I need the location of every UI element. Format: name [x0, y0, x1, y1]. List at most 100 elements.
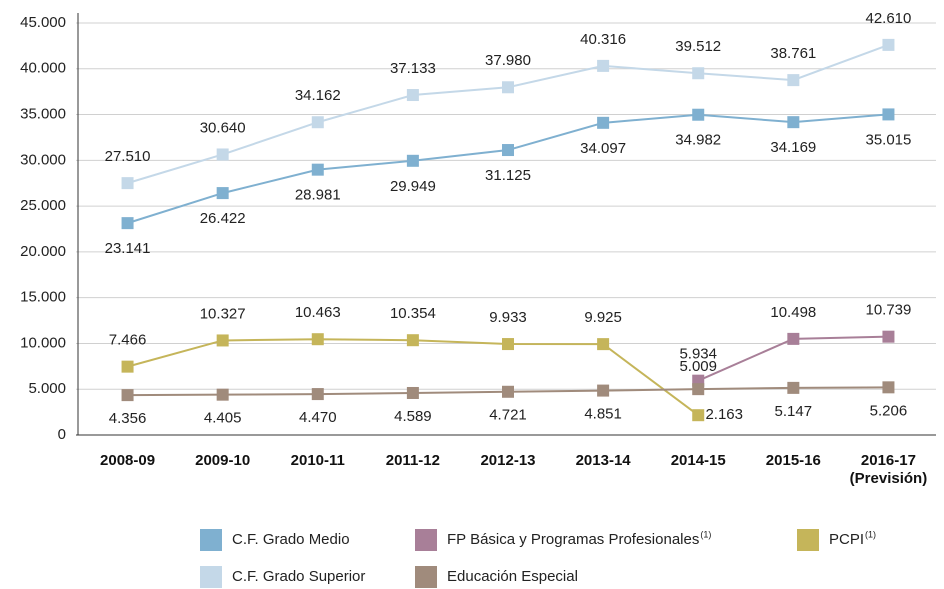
data-label: 2.163	[705, 406, 743, 423]
point	[216, 148, 229, 161]
data-label: 29.949	[390, 178, 436, 195]
point	[882, 381, 895, 394]
x-tick-label: 2015-16	[765, 452, 821, 469]
point	[311, 333, 324, 346]
point	[121, 389, 134, 402]
point	[692, 383, 705, 396]
legend-swatch	[200, 529, 222, 551]
legend-swatch	[200, 566, 222, 588]
point	[692, 108, 705, 121]
data-label: 37.133	[390, 60, 436, 77]
point	[121, 217, 134, 230]
data-label: 31.125	[485, 167, 531, 184]
point	[406, 154, 419, 167]
x-tick-label: 2010-11	[290, 452, 345, 469]
point	[406, 386, 419, 399]
data-label: 10.463	[295, 304, 341, 321]
y-tick-label: 5.000	[28, 380, 66, 397]
x-tick-label: 2012-13	[480, 452, 536, 469]
data-label: 10.498	[770, 304, 816, 321]
point	[121, 360, 134, 373]
point	[502, 338, 514, 351]
point	[597, 116, 610, 129]
x-tick-label: 2014-15	[670, 452, 726, 469]
legend-swatch	[797, 529, 819, 551]
series-line	[127, 338, 699, 416]
point	[406, 89, 419, 102]
data-label: 39.512	[675, 38, 721, 55]
legend-swatch	[415, 529, 437, 551]
y-tick-label: 45.000	[20, 14, 66, 31]
data-label: 37.980	[485, 52, 531, 69]
data-label: 42.610	[865, 10, 911, 27]
data-label: 4.589	[394, 408, 432, 425]
data-label: 40.316	[580, 31, 626, 48]
point	[882, 108, 895, 121]
y-tick-label: 15.000	[20, 289, 66, 306]
y-tick-label: 40.000	[20, 60, 66, 77]
point	[882, 38, 895, 51]
data-label: 35.015	[865, 131, 911, 148]
legend-note: (1)	[700, 529, 711, 539]
data-label: 34.982	[675, 132, 721, 149]
data-label: 9.933	[489, 309, 527, 326]
legend-label: PCPI	[829, 531, 864, 548]
data-label: 7.466	[109, 332, 147, 349]
data-label: 5.934	[679, 346, 717, 363]
point	[882, 330, 895, 343]
data-label: 10.327	[200, 305, 246, 322]
y-tick-label: 20.000	[20, 243, 66, 260]
point	[311, 388, 324, 401]
legend-label: FP Básica y Programas Profesionales	[447, 531, 699, 548]
data-label: 4.405	[204, 410, 242, 427]
data-label: 28.981	[295, 187, 341, 204]
data-label: 5.147	[775, 403, 813, 420]
point	[406, 334, 419, 347]
data-label: 4.721	[489, 407, 527, 424]
point	[502, 385, 514, 398]
point	[597, 59, 610, 72]
point	[787, 74, 800, 87]
point	[692, 409, 705, 422]
data-label: 5.206	[870, 402, 908, 419]
data-label: 34.162	[295, 87, 341, 104]
data-label: 9.925	[584, 309, 622, 326]
data-label: 27.510	[105, 148, 151, 165]
data-label: 4.851	[584, 406, 622, 423]
point	[502, 144, 514, 157]
point	[787, 332, 800, 345]
legend-note: (1)	[865, 529, 876, 539]
data-label: 4.470	[299, 409, 337, 426]
point	[216, 187, 229, 200]
data-label: 10.739	[865, 302, 911, 319]
y-tick-label: 30.000	[20, 151, 66, 168]
x-tick-label: 2011-12	[385, 452, 440, 469]
data-label: 38.761	[770, 45, 816, 62]
data-label: 34.169	[770, 139, 816, 156]
x-tick-label: 2008-09	[100, 452, 156, 469]
data-label: 30.640	[200, 119, 246, 136]
x-tick-label: 2009-10	[195, 452, 251, 469]
point	[311, 116, 324, 129]
point	[597, 338, 610, 351]
legend-swatch	[415, 566, 437, 588]
data-label: 23.141	[105, 240, 151, 257]
data-label: 5.009	[679, 358, 717, 375]
y-tick-label: 35.000	[20, 106, 66, 123]
point	[216, 388, 229, 401]
data-label: 34.097	[580, 140, 626, 157]
point	[787, 116, 800, 129]
legend-label: Educación Especial	[447, 568, 578, 585]
point	[692, 67, 705, 80]
x-tick-label: 2013-14	[575, 452, 631, 469]
y-tick-label: 25.000	[20, 197, 66, 214]
x-tick-label: 2016-17 (Previsión)	[849, 452, 928, 487]
data-label: 26.422	[200, 210, 246, 227]
y-tick-label: 0	[58, 426, 66, 443]
legend-label: C.F. Grado Superior	[232, 568, 365, 585]
legend-label: C.F. Grado Medio	[232, 531, 350, 548]
point	[597, 384, 610, 397]
point	[502, 81, 514, 94]
